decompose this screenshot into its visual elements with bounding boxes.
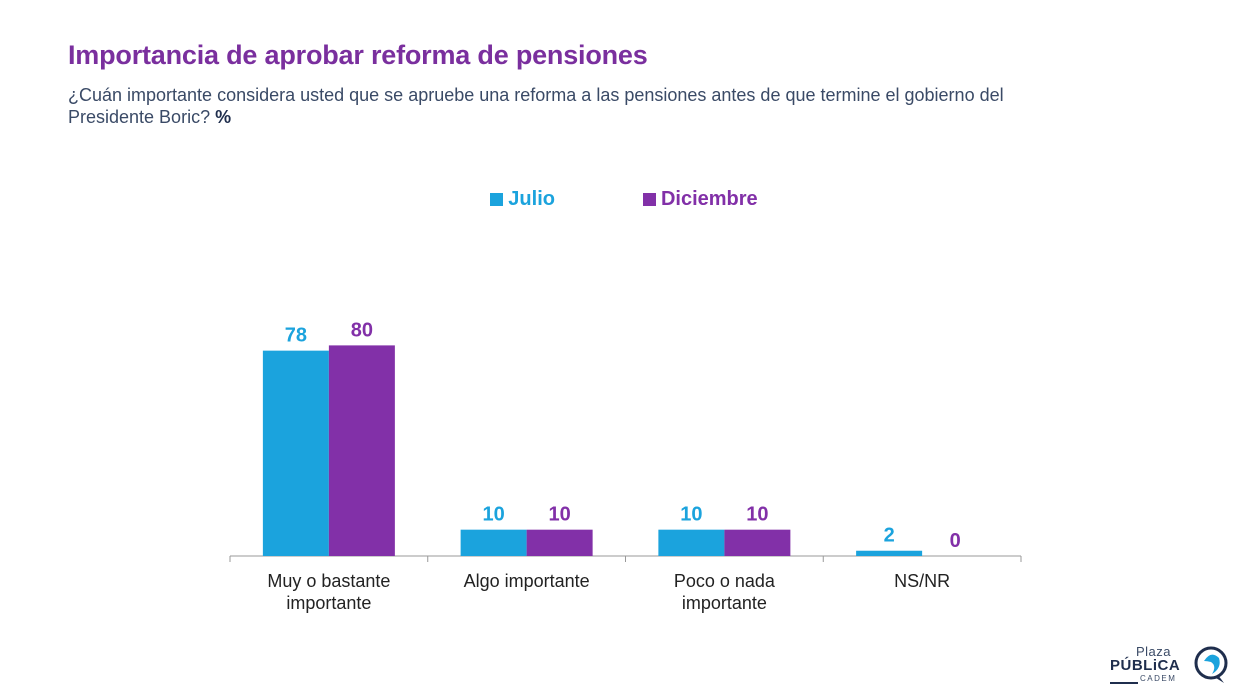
chart-title: Importancia de aprobar reforma de pensio… <box>68 40 648 70</box>
data-label-diciembre-2: 10 <box>746 504 768 526</box>
logo-underline <box>1110 682 1138 684</box>
bar-julio-3 <box>856 550 923 556</box>
bar-diciembre-2 <box>724 529 791 556</box>
bar-julio-2 <box>658 529 725 556</box>
bar-diciembre-1 <box>526 529 593 556</box>
data-label-julio-2: 10 <box>680 504 702 526</box>
data-label-diciembre-1: 10 <box>549 504 571 526</box>
data-label-julio-0: 78 <box>285 325 307 347</box>
data-label-julio-1: 10 <box>483 504 505 526</box>
chart-subtitle: ¿Cuán importante considera usted que se … <box>68 84 1068 128</box>
bar-diciembre-0 <box>328 345 395 556</box>
logo-text-publica: PÚBLiCA <box>1110 657 1181 674</box>
bar-julio-1 <box>460 529 527 556</box>
bar-julio-0 <box>262 350 329 556</box>
legend-swatch-julio <box>490 193 504 206</box>
logo-text-plaza: Plaza <box>1136 644 1172 659</box>
legend-label-julio: Julio <box>508 188 555 210</box>
subtitle-unit: % <box>215 107 232 127</box>
x-tick-label-2: Poco o nada <box>674 571 776 591</box>
x-tick-label-3: NS/NR <box>894 571 950 591</box>
legend-item-diciembre: Diciembre <box>642 188 758 211</box>
x-tick-label-0: importante <box>286 593 371 613</box>
legend-item-julio: Julio <box>490 188 555 211</box>
data-label-diciembre-0: 80 <box>351 319 373 341</box>
data-label-julio-3: 2 <box>884 525 895 547</box>
x-tick-label-2: importante <box>682 593 767 613</box>
x-tick-label-0: Muy o bastante <box>267 571 390 591</box>
plaza-publica-cadem-logo: Plaza PÚBLiCA CADEM <box>1110 642 1230 688</box>
x-tick-label-1: Algo importante <box>464 571 590 591</box>
legend-swatch-diciembre <box>642 193 656 206</box>
data-label-diciembre-3: 0 <box>950 530 961 552</box>
logo-text-cadem: CADEM <box>1140 674 1177 683</box>
logo-mark-icon <box>1194 646 1228 683</box>
legend-label-diciembre: Diciembre <box>660 188 758 210</box>
subtitle-question: ¿Cuán importante considera usted que se … <box>68 85 1004 127</box>
chart-legend: Julio Diciembre <box>0 188 1248 211</box>
